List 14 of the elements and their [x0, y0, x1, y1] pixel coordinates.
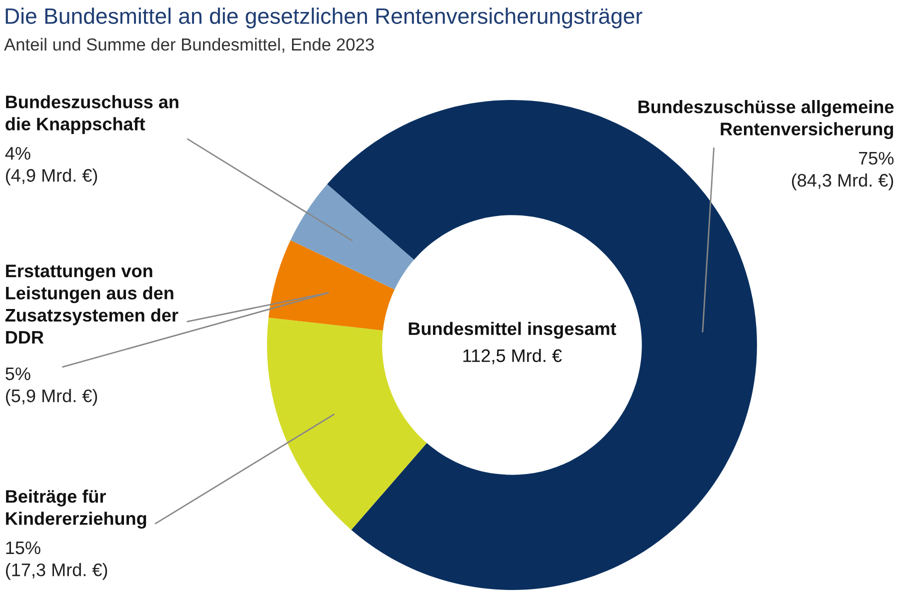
data-label: 5% (5,9 Mrd. €) [6, 367, 98, 406]
data-label: 4% (4,9 Mrd. €) [5, 147, 98, 186]
donut-slice [268, 240, 395, 331]
slice-label: Bundeszuschuss an die Knappschaft [6, 95, 178, 134]
slice-label: Bundeszuschüsse allgemeine Rentenversicherung [638, 100, 894, 140]
text: 112,5 Mrd. € [463, 348, 562, 364]
data-label: 75% (84,3 Mrd. €) [792, 152, 894, 190]
chart-title: Die Bundesmittel an die gesetzlichen Rentenversicherungsträger [6, 8, 642, 28]
data-label: 15% (17,3 Mrd. €) [6, 541, 108, 580]
chart-subtitle: Anteil und Summe der Bundesmittel, Ende 2023 [4, 38, 374, 53]
slice-label: Beiträge für Kindererziehung [6, 490, 146, 529]
slice-label: Erstattungen von Leistungen aus den Zusatzsystemen der DDR [5, 264, 178, 344]
text: Bundesmittel insgesamt [408, 322, 616, 339]
donut-slice [290, 184, 414, 290]
